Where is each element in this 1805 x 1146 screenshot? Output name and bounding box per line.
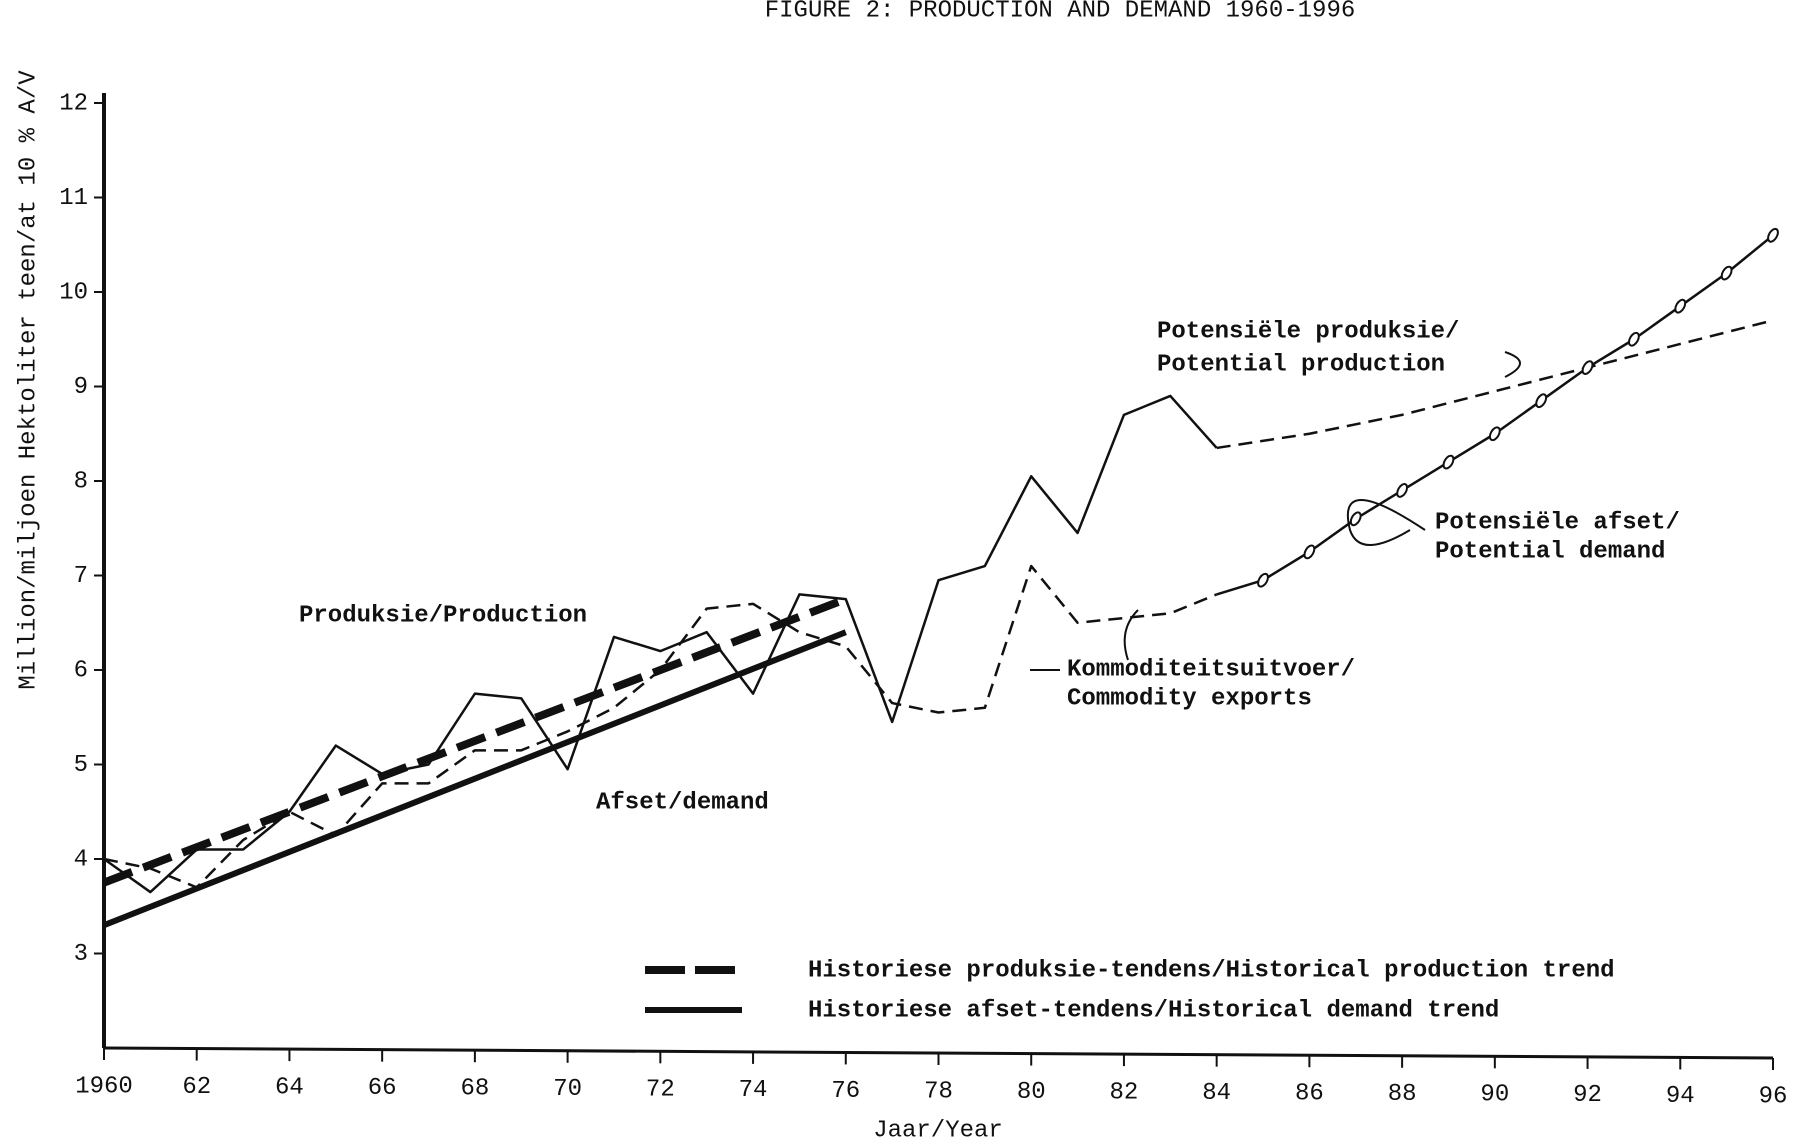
x-tick-label: 92 <box>1573 1082 1602 1109</box>
annotation: Commodity exports <box>1067 685 1312 712</box>
series-line <box>103 564 1218 889</box>
arrow <box>1346 499 1426 546</box>
arrow <box>1030 609 1139 671</box>
annotation: Potensiële produksie/ <box>1157 318 1459 345</box>
annotation: Potensiële afset/ <box>1435 509 1680 536</box>
point-marker <box>1535 393 1548 409</box>
y-tick-label: 9 <box>74 374 88 401</box>
x-tick-label: 88 <box>1388 1081 1417 1108</box>
x-tick-label: 64 <box>275 1074 304 1101</box>
point-marker <box>1720 265 1733 281</box>
x-tick-label: 94 <box>1666 1083 1695 1110</box>
x-tick-label: 66 <box>368 1075 397 1102</box>
annotation: Potential production <box>1157 351 1445 378</box>
y-tick-label: 5 <box>74 752 88 779</box>
x-tick-label: 78 <box>924 1078 953 1105</box>
point-marker <box>1303 544 1316 560</box>
x-tick-label: 68 <box>460 1076 489 1103</box>
x-tick-label: 84 <box>1202 1080 1231 1107</box>
series-line <box>102 629 847 928</box>
y-tick-label: 8 <box>74 468 88 495</box>
legend-label: Historiese afset-tendens/Historical dema… <box>808 997 1499 1024</box>
series-label: Afset/demand <box>596 789 769 816</box>
point-marker <box>1396 483 1409 498</box>
y-axis-label: Million/miljoen Hektoliter teen/at 10 % … <box>15 70 42 690</box>
series-line <box>103 394 1218 894</box>
annotation: Potential demand <box>1435 538 1665 565</box>
y-tick-label: 3 <box>74 941 88 968</box>
x-tick-label: 86 <box>1295 1081 1324 1108</box>
y-tick-label: 6 <box>74 657 88 684</box>
point-marker <box>1581 360 1594 375</box>
series-label: Produksie/Production <box>299 602 587 629</box>
x-tick-label: 90 <box>1480 1082 1509 1109</box>
y-tick-label: 12 <box>59 90 88 117</box>
y-tick-label: 11 <box>59 185 88 212</box>
series-line <box>102 595 848 887</box>
y-tick-label: 10 <box>59 279 88 306</box>
x-tick-label: 70 <box>553 1076 582 1103</box>
x-tick-label: 80 <box>1017 1079 1046 1106</box>
point-marker <box>1767 227 1779 243</box>
point-marker <box>1257 572 1269 588</box>
series-line <box>1216 319 1774 450</box>
arrow <box>1504 351 1521 378</box>
x-tick-label: 1960 <box>75 1073 133 1100</box>
y-tick-label: 4 <box>74 846 88 873</box>
point-marker <box>1349 511 1362 527</box>
x-axis-label: Jaar/Year <box>873 1117 1003 1144</box>
x-tick-label: 82 <box>1110 1079 1139 1106</box>
x-tick-label: 62 <box>182 1074 211 1101</box>
point-marker <box>1488 426 1501 442</box>
point-marker <box>1674 298 1687 314</box>
legend-label: Historiese produksie-tendens/Historical … <box>808 957 1615 984</box>
x-tick-label: 74 <box>739 1077 768 1104</box>
point-marker <box>1442 454 1455 470</box>
x-tick-label: 96 <box>1759 1083 1788 1110</box>
x-tick-label: 72 <box>646 1077 675 1104</box>
point-marker <box>1627 331 1640 347</box>
x-tick-label: 76 <box>831 1078 860 1105</box>
y-tick-label: 7 <box>74 563 88 590</box>
annotation: Kommoditeitsuitvoer/ <box>1067 656 1355 683</box>
chart-title: FIGURE 2: PRODUCTION AND DEMAND 1960-199… <box>765 0 1356 24</box>
